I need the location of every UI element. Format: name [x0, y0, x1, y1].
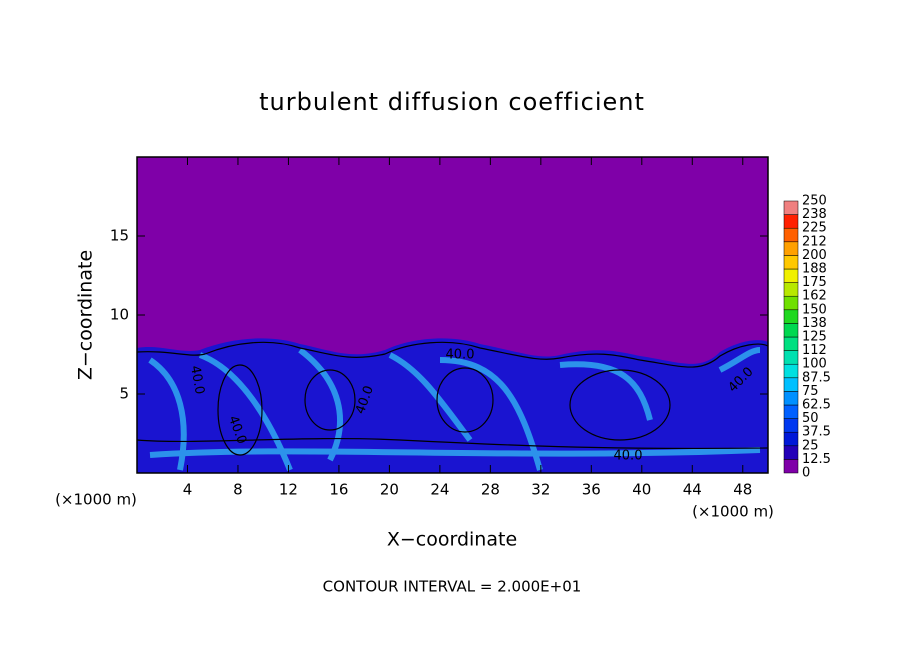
y-tick-label: 15: [110, 227, 129, 245]
colorbar-label: 12.5: [802, 452, 831, 467]
colorbar-label: 162: [802, 289, 827, 304]
y-tick-label: 10: [110, 306, 129, 324]
colorbar-segment: [783, 391, 799, 406]
field-highlights: [148, 347, 761, 472]
contour-label: 40.0: [187, 364, 207, 395]
colorbar-segment: [783, 323, 799, 338]
contour-label: 40.0: [446, 348, 475, 363]
colorbar-segment: [783, 214, 799, 229]
colorbar-segment: [783, 227, 799, 243]
colorbar-segment: [783, 255, 799, 270]
contour-label: 40.0: [614, 449, 643, 464]
colorbar-segment: [783, 418, 799, 433]
x-tick-label: 12: [279, 481, 298, 499]
colorbar-label: 100: [802, 357, 827, 372]
colorbar-segment: [783, 404, 799, 419]
x-tick-label: 48: [733, 481, 752, 499]
colorbar-segment: [783, 282, 799, 297]
x-tick-label: 40: [632, 481, 651, 499]
colorbar-segment: [783, 459, 799, 474]
x-tick-label: 32: [531, 481, 550, 499]
footer: CONTOUR INTERVAL = 2.000E+01: [323, 578, 582, 596]
chart-title: turbulent diffusion coefficient: [259, 88, 645, 116]
colorbar-segment: [783, 445, 799, 460]
x-tick-label: 16: [329, 481, 348, 499]
colorbar-label: 62.5: [802, 398, 831, 413]
x-tick-label: 4: [183, 481, 193, 499]
contour-lines: [136, 341, 769, 456]
colorbar-label: 75: [802, 384, 819, 399]
colorbar-segment: [783, 350, 799, 365]
colorbar-segment: [783, 363, 799, 379]
colorbar-label: 225: [802, 221, 827, 236]
field: [136, 157, 769, 473]
colorbar-label: 212: [802, 234, 827, 249]
colorbar-label: 250: [802, 194, 827, 209]
x-tick-label: 36: [582, 481, 601, 499]
y-axis-label: Z−coordinate: [75, 250, 97, 380]
colorbar-segment: [783, 309, 799, 324]
colorbar-segment: [783, 377, 799, 392]
x-tick-label: 28: [481, 481, 500, 499]
colorbar-label: 87.5: [802, 370, 831, 385]
colorbar-label: 50: [802, 411, 819, 426]
colorbar-label: 150: [802, 302, 827, 317]
x-tick-label: 8: [233, 481, 243, 499]
colorbar-label: 188: [802, 262, 827, 277]
colorbar-segment: [783, 241, 799, 256]
colorbar-label: 125: [802, 330, 827, 345]
colorbar-label: 112: [802, 343, 827, 358]
x-tick-label: 24: [430, 481, 449, 499]
colorbar-segment: [783, 295, 799, 311]
colorbar-label: 25: [802, 438, 819, 453]
colorbar-label: 138: [802, 316, 827, 331]
colorbar-segment: [783, 268, 799, 283]
y-tick-label: 5: [119, 385, 129, 403]
x-tick-label: 44: [683, 481, 702, 499]
colorbar-label: 37.5: [802, 425, 831, 440]
colorbar-label: 0: [802, 466, 810, 481]
colorbar-label: 200: [802, 248, 827, 263]
x-tick-label: 20: [380, 481, 399, 499]
colorbar-label: 175: [802, 275, 827, 290]
colorbar-segment: [783, 431, 799, 447]
x-axis-label: X−coordinate: [387, 529, 517, 551]
colorbar-label: 238: [802, 207, 827, 222]
colorbar-segment: [783, 336, 799, 351]
x-unit-left: (×1000 m): [55, 491, 137, 509]
x-unit-right: (×1000 m): [692, 503, 774, 521]
colorbar-segment: [783, 200, 799, 215]
